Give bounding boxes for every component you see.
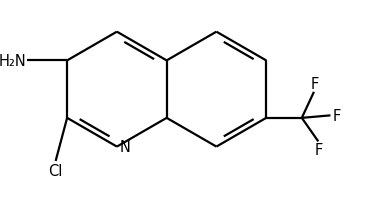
Text: H₂N: H₂N: [0, 54, 26, 69]
Text: F: F: [311, 77, 319, 92]
Text: Cl: Cl: [49, 163, 63, 178]
Text: N: N: [119, 139, 130, 154]
Text: F: F: [333, 108, 341, 123]
Text: F: F: [315, 143, 323, 157]
